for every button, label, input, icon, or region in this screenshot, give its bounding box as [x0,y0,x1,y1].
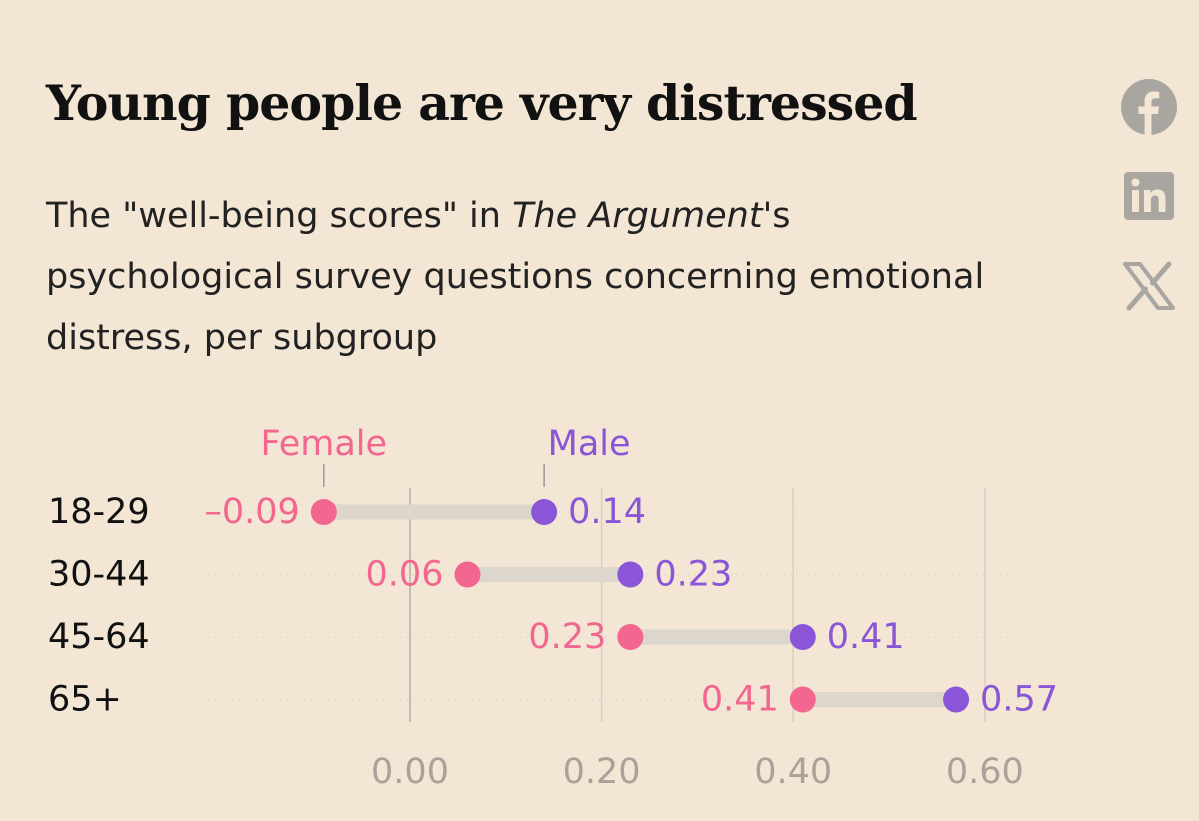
male-dot [789,624,816,650]
share-facebook-button[interactable] [1120,78,1178,136]
category-label: 45-64 [48,617,150,657]
female-value-label: 0.06 [366,555,444,595]
subtitle-text-end: 's psychological survey questions concer… [46,196,985,358]
legend-male-label: Male [548,424,631,464]
female-value-label: –0.09 [204,492,299,532]
chart-title: Young people are very distressed [46,74,918,132]
x-tick-label: 0.00 [371,752,449,792]
male-dot [531,499,558,525]
female-value-label: 0.23 [528,617,606,657]
subtitle-text-start: The "well-being scores" in [46,196,513,236]
facebook-icon [1121,79,1177,135]
share-linkedin-button[interactable] [1120,166,1178,224]
category-label: 65+ [48,680,122,720]
male-value-label: 0.41 [827,617,905,657]
share-x-button[interactable] [1120,256,1178,314]
x-tick-label: 0.40 [754,752,832,792]
category-label: 18-29 [48,492,150,532]
chart-subtitle: The "well-being scores" in The Argument'… [46,186,1026,369]
legend-female-label: Female [260,424,387,464]
male-value-label: 0.57 [980,680,1058,720]
female-dot [789,686,816,713]
female-dot [454,561,481,588]
male-dot [617,561,644,588]
x-icon [1123,261,1175,311]
male-value-label: 0.14 [568,492,646,532]
x-tick-label: 0.60 [946,752,1024,792]
subtitle-publication-name: The Argument [512,196,763,236]
linkedin-icon [1124,172,1174,220]
female-value-label: 0.41 [701,680,779,720]
x-tick-label: 0.20 [563,752,641,792]
female-dot [617,624,644,650]
category-label: 30-44 [48,555,150,595]
female-dot [310,499,337,525]
male-dot [943,686,970,713]
male-value-label: 0.23 [654,555,732,595]
